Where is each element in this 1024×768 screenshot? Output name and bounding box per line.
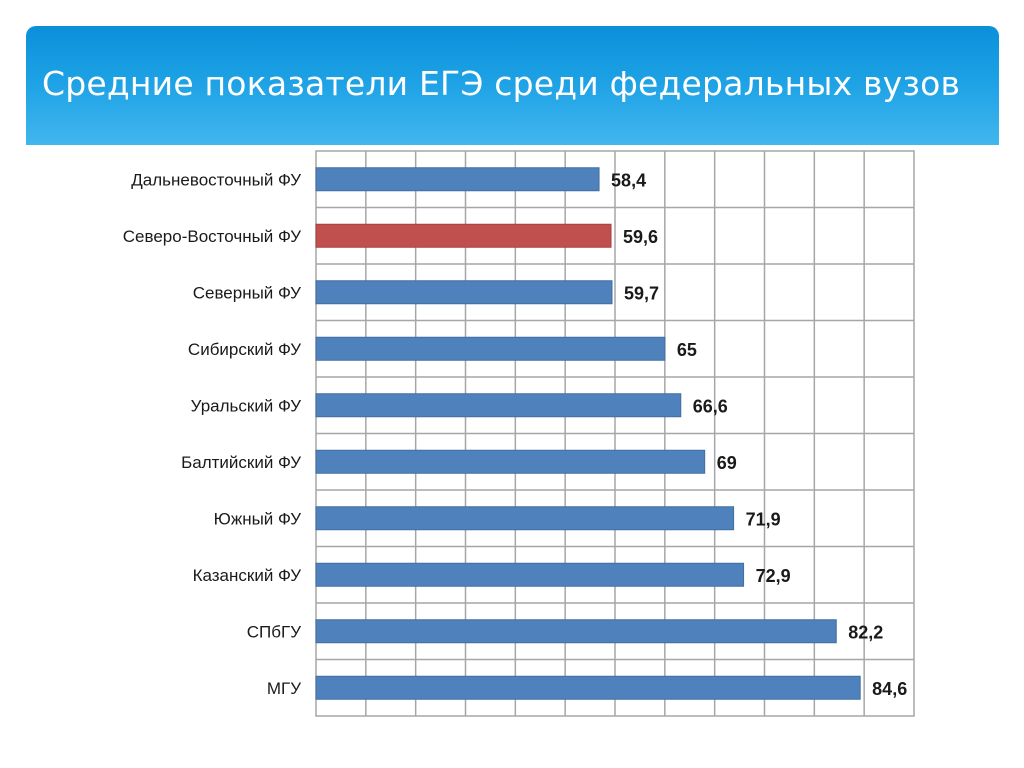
bar-10 [315, 675, 861, 700]
value-label: 65 [677, 340, 697, 360]
category-label: Балтийский ФУ [181, 453, 301, 472]
chart-bars [315, 167, 861, 700]
category-label: Южный ФУ [214, 509, 302, 528]
value-label: 84,6 [872, 679, 907, 699]
bar-4 [315, 336, 666, 361]
bar-6 [315, 449, 706, 474]
category-label: Дальневосточный ФУ [131, 170, 301, 189]
slide-title: Средние показатели ЕГЭ среди федеральных… [42, 64, 961, 103]
category-label: Уральский ФУ [191, 396, 302, 415]
value-label: 58,4 [611, 170, 646, 190]
title-bar [26, 26, 999, 145]
value-label: 59,7 [624, 283, 659, 303]
category-label: Казанский ФУ [193, 566, 302, 585]
value-label: 59,6 [623, 227, 658, 247]
bar-7 [315, 506, 735, 531]
category-label: Северный ФУ [193, 283, 301, 302]
bar-1 [315, 167, 600, 192]
bar-5 [315, 393, 682, 418]
bar-3 [315, 280, 613, 305]
category-label: Северо-Восточный ФУ [123, 227, 301, 246]
value-label: 82,2 [848, 622, 883, 642]
value-label: 66,6 [693, 396, 728, 416]
category-label: МГУ [267, 679, 301, 698]
value-label: 72,9 [756, 566, 791, 586]
bar-8 [315, 562, 745, 587]
value-label: 69 [717, 453, 737, 473]
bar-9 [315, 619, 837, 644]
category-label: Сибирский ФУ [188, 340, 301, 359]
bar-2 [315, 223, 612, 248]
category-label: СПбГУ [247, 622, 301, 641]
chart-labels: Дальневосточный ФУ 58,4 Северо-Восточный Ф… [123, 170, 907, 699]
value-label: 71,9 [746, 509, 781, 529]
